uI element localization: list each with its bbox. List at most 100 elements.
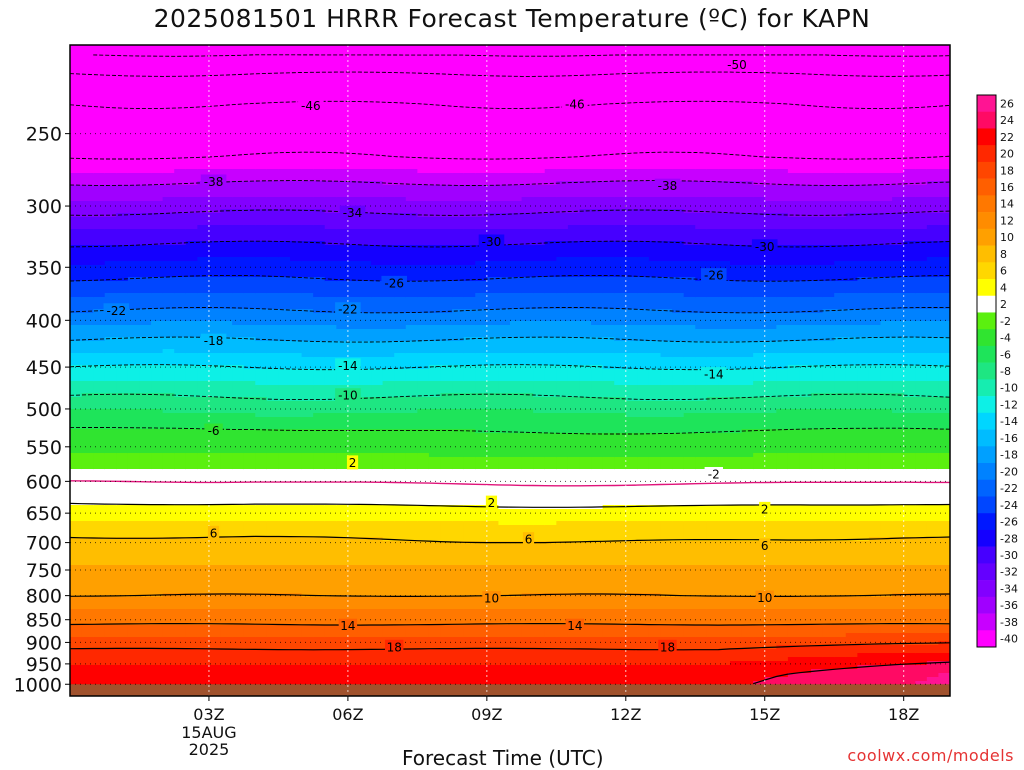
field-cell — [70, 341, 83, 354]
field-cell — [857, 45, 870, 174]
field-cell — [845, 261, 858, 282]
field-cell — [232, 197, 245, 210]
field-cell — [938, 565, 950, 594]
field-cell — [93, 245, 106, 266]
colorbar-swatch — [977, 279, 996, 297]
field-cell — [417, 381, 430, 398]
field-cell — [278, 521, 291, 538]
contour-label: -50 — [727, 58, 747, 72]
field-cell — [510, 353, 523, 366]
y-tick-label: 350 — [26, 257, 62, 279]
field-cell — [834, 609, 847, 626]
field-cell — [614, 225, 627, 242]
field-cell — [556, 565, 569, 594]
field-cell — [857, 381, 870, 394]
field-cell — [857, 229, 870, 246]
field-cell — [533, 397, 546, 414]
field-cell — [104, 469, 117, 506]
field-cell — [313, 609, 326, 626]
field-cell — [799, 297, 812, 314]
field-cell — [151, 261, 164, 278]
field-cell — [174, 521, 187, 538]
field-cell — [776, 429, 789, 454]
field-cell — [602, 209, 615, 226]
contour-label-bg — [700, 367, 727, 382]
field-cell — [683, 369, 696, 386]
field-cell — [324, 453, 337, 470]
field-cell — [162, 45, 175, 174]
field-cell — [787, 597, 801, 610]
field-cell — [324, 401, 337, 414]
field-cell — [556, 649, 569, 666]
contour-label: -26 — [384, 276, 404, 290]
field-cell — [405, 381, 418, 398]
field-cell — [428, 45, 442, 174]
field-cell — [544, 525, 557, 542]
field-cell — [278, 505, 291, 522]
field-cell — [127, 521, 141, 538]
field-cell — [533, 229, 546, 246]
field-cell — [255, 293, 268, 310]
x-date-label: 15AUG — [181, 723, 236, 742]
field-cell — [162, 625, 175, 638]
field-cell — [753, 649, 766, 662]
field-cell — [567, 309, 581, 322]
field-cell — [382, 245, 395, 266]
field-cell — [417, 625, 430, 638]
field-cell — [174, 565, 187, 594]
x-tick-label: 15Z — [749, 705, 780, 724]
field-cell — [417, 597, 430, 610]
field-cell — [116, 649, 129, 666]
field-cell — [903, 469, 916, 506]
field-cell — [347, 45, 361, 170]
field-cell — [533, 413, 546, 434]
field-cell — [104, 429, 117, 454]
field-cell — [116, 213, 129, 230]
field-cell — [116, 365, 129, 382]
field-cell — [510, 213, 523, 230]
field-cell — [591, 293, 604, 310]
field-cell — [208, 397, 222, 414]
contour-label-bg — [339, 205, 366, 220]
field-cell — [208, 353, 222, 366]
field-cell — [324, 413, 337, 430]
field-cell — [139, 201, 152, 214]
field-cell — [255, 325, 268, 342]
field-cell — [185, 169, 198, 186]
field-cell — [706, 169, 720, 182]
field-cell — [162, 565, 175, 594]
field-cell — [255, 649, 268, 666]
contour-label: -14 — [704, 368, 724, 382]
field-cell — [301, 597, 314, 610]
field-cell — [591, 277, 604, 294]
field-cell — [486, 409, 500, 434]
field-cell — [567, 353, 581, 366]
field-cell — [70, 469, 83, 506]
field-cell — [660, 433, 673, 458]
field-cell — [730, 197, 743, 214]
contour-line — [70, 151, 950, 160]
field-cell — [127, 337, 141, 354]
field-cell — [776, 245, 789, 266]
field-cell — [614, 637, 627, 650]
field-cell — [730, 541, 743, 566]
colorbar-swatch — [977, 613, 996, 631]
field-cell — [868, 453, 882, 470]
field-cell — [197, 381, 210, 398]
field-cell — [127, 453, 141, 470]
field-cell — [151, 597, 164, 610]
field-cell — [718, 625, 731, 638]
field-cell — [753, 185, 766, 198]
field-cell — [648, 325, 662, 342]
field-cell — [903, 321, 916, 338]
field-cell — [301, 649, 314, 666]
field-cell — [266, 401, 280, 418]
field-cell — [880, 645, 893, 654]
field-cell — [648, 593, 662, 610]
field-cell — [81, 649, 94, 666]
field-cell — [278, 537, 291, 566]
colorbar-swatch — [977, 362, 996, 380]
field-cell — [614, 169, 627, 182]
field-cell — [452, 393, 465, 410]
field-cell — [637, 469, 650, 506]
